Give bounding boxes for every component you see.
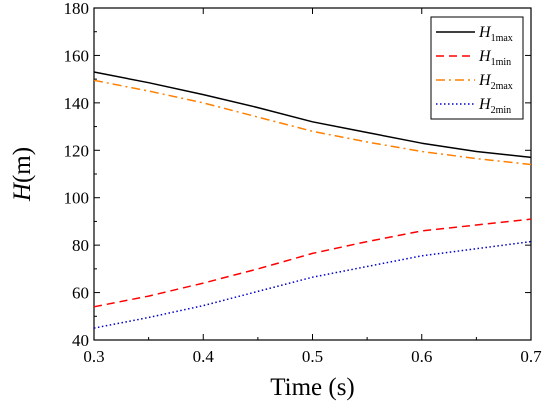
x-tick-label: 0.4: [193, 347, 215, 366]
legend-box: [430, 16, 524, 120]
y-tick-label: 60: [72, 284, 89, 303]
y-tick-label: 40: [72, 331, 89, 350]
x-tick-label: 0.3: [83, 347, 104, 366]
series-line-1max: [93, 71, 532, 159]
legend-label-2max: H2max: [478, 72, 513, 92]
x-tick-label: 0.6: [411, 347, 432, 366]
y-tick-label: 120: [64, 141, 90, 160]
series-layer: [93, 71, 532, 329]
legend-items: H1max H1min H2max H2min: [436, 24, 513, 116]
series-line-2min: [93, 240, 532, 329]
y-tick-label: 180: [64, 0, 90, 18]
y-tick-label: 140: [64, 94, 90, 113]
legend-label-1max: H1max: [478, 24, 513, 44]
y-tick-label: 80: [72, 236, 89, 255]
y-tick-label: 160: [64, 46, 90, 65]
y-axis-title-unit: (m): [9, 147, 36, 183]
y-axis-ticks: 40 60 80 100 120 140 160 180: [64, 0, 531, 350]
legend-label-1min: H1min: [478, 48, 511, 68]
x-tick-label: 0.5: [302, 347, 323, 366]
legend-label-2min: H2min: [478, 96, 511, 116]
x-axis-title: Time (s): [270, 374, 355, 401]
y-tick-label: 100: [64, 189, 90, 208]
y-axis-title-symbol: H: [9, 181, 36, 202]
x-axis-ticks: 0.3 0.4 0.5 0.6 0.7: [83, 8, 542, 366]
x-tick-label: 0.7: [520, 347, 542, 366]
series-line-1min: [93, 218, 532, 308]
legend: H1max H1min H2max H2min: [430, 16, 524, 120]
y-axis-title: H(m): [9, 147, 36, 202]
